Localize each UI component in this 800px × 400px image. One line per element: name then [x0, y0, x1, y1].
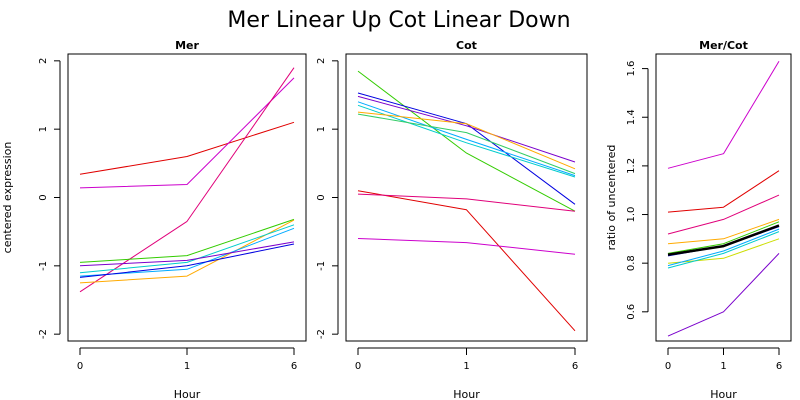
- x-tick-label: 6: [291, 361, 297, 372]
- series-line-6: [357, 111, 576, 170]
- series-line-5: [357, 104, 576, 178]
- series-line-2: [357, 92, 576, 205]
- series-line-4: [357, 101, 576, 177]
- series-line-10: [667, 224, 780, 256]
- y-tick-label: -1: [316, 261, 327, 271]
- y-tick-label: 1.2: [626, 158, 637, 174]
- plot-frame: [655, 53, 792, 342]
- series-line-4: [667, 218, 780, 245]
- series-line-2: [667, 170, 780, 213]
- y-tick-label: -2: [316, 329, 327, 339]
- series-line-5: [79, 219, 295, 284]
- y-tick-label: 0: [38, 194, 49, 200]
- series-line-1: [79, 121, 295, 175]
- x-axis-label: Hour: [453, 388, 480, 400]
- series-line-2: [79, 77, 295, 189]
- x-tick-label: 6: [776, 361, 782, 372]
- series-line-10: [357, 238, 576, 255]
- series-line-3: [357, 95, 576, 163]
- series-line-8: [357, 190, 576, 332]
- y-tick-label: 1: [316, 126, 327, 132]
- x-tick-label: 0: [77, 361, 83, 372]
- series-line-4: [79, 218, 295, 263]
- series-line-7: [79, 227, 295, 277]
- figure-title: Mer Linear Up Cot Linear Down: [227, 8, 570, 33]
- x-tick-label: 0: [355, 361, 361, 372]
- x-tick-label: 0: [665, 361, 671, 372]
- y-axis-label: centered expression: [1, 142, 14, 254]
- x-tick-label: 1: [184, 361, 190, 372]
- y-tick-label: 0.8: [626, 255, 637, 271]
- plot-frame: [345, 53, 588, 342]
- panel-title: Mer/Cot: [699, 39, 748, 52]
- plot-frame: [67, 53, 307, 342]
- series-line-7: [357, 113, 576, 175]
- y-tick-label: -1: [38, 261, 49, 271]
- y-tick-label: -2: [38, 329, 49, 339]
- series-line-1: [357, 70, 576, 212]
- series-line-3: [667, 194, 780, 235]
- y-tick-label: 0: [316, 194, 327, 200]
- y-axis-label: ratio of uncentered: [605, 145, 618, 251]
- y-tick-label: 2: [38, 58, 49, 64]
- panel-cot: Cot 0 1 6 Hour -2 -1 0 1 2: [316, 39, 588, 400]
- x-tick-label: 6: [572, 361, 578, 372]
- series-line-8: [79, 243, 295, 278]
- y-tick-label: 1: [38, 126, 49, 132]
- series-line-8: [667, 228, 780, 267]
- panel-mer: Mer 0 1 6 Hour -2 -1 0 1 2 centered expression: [1, 39, 307, 400]
- y-tick-label: 2: [316, 58, 327, 64]
- series-line-5: [667, 238, 780, 264]
- panel-title: Cot: [456, 39, 477, 52]
- x-axis-label: Hour: [710, 388, 737, 400]
- series-line-9: [357, 193, 576, 212]
- x-axis-label: Hour: [174, 388, 201, 400]
- y-tick-label: 0.6: [626, 304, 637, 320]
- series-line-7: [667, 231, 780, 269]
- series-line-11: [667, 253, 780, 337]
- y-tick-label: 1.0: [626, 207, 637, 223]
- series-line-1: [667, 61, 780, 169]
- panel-ratio: Mer/Cot 0 1 6 Hour 0.6 0.8 1.0 1.2 1.4 1.6 ratio of…: [605, 39, 792, 400]
- panel-title: Mer: [175, 39, 199, 52]
- series-line-9: [79, 241, 295, 267]
- series-line-6: [79, 224, 295, 274]
- series-line-6: [667, 221, 780, 254]
- y-tick-label: 1.4: [626, 109, 637, 125]
- x-tick-label: 1: [463, 361, 469, 372]
- series-line-3: [79, 67, 295, 293]
- x-tick-label: 1: [720, 361, 726, 372]
- y-tick-label: 1.6: [626, 61, 637, 77]
